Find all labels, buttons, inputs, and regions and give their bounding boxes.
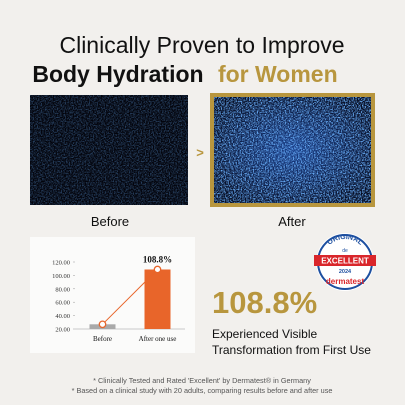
y-tick-label: 20.00 xyxy=(55,327,70,334)
x-tick-label: Before xyxy=(93,335,112,343)
after-texture xyxy=(214,97,371,203)
title-line: Clinically Proven to Improve xyxy=(59,32,344,58)
y-tick-label: 100.00 xyxy=(52,273,70,280)
badge-mark: de xyxy=(342,248,348,254)
before-label: Before xyxy=(91,214,129,229)
y-tick-label: 60.00 xyxy=(55,300,70,307)
before-texture xyxy=(30,95,188,205)
bar xyxy=(144,269,171,329)
badge-label: EXCELLENT xyxy=(321,257,369,266)
x-tick-label: After one use xyxy=(139,335,177,343)
badge-year: 2024 xyxy=(339,269,352,275)
footnote: * Based on a clinical study with 20 adul… xyxy=(72,386,333,395)
result-value: 108.8% xyxy=(212,285,317,320)
y-tick-label: 80.00 xyxy=(55,286,70,293)
arrow: > xyxy=(196,145,204,160)
point xyxy=(98,320,107,329)
title-line: Body Hydration for Women xyxy=(32,61,337,87)
title-part: Body Hydration xyxy=(32,61,203,87)
chart: 20.00 40.00 60.00 80.00 100.00 120.00 Before Af… xyxy=(52,255,185,343)
badge-brand: dermatest xyxy=(326,277,365,286)
y-tick-label: 120.00 xyxy=(52,260,70,267)
result-caption: Transformation from First Use xyxy=(212,343,371,357)
title-highlight: for Women xyxy=(218,61,338,87)
footnote: * Clinically Tested and Rated 'Excellent… xyxy=(93,376,311,385)
value-label: 108.8% xyxy=(143,255,172,265)
y-tick-label: 40.00 xyxy=(55,313,70,320)
trend-line xyxy=(102,269,158,325)
after-label: After xyxy=(278,214,306,229)
result-caption: Experienced Visible xyxy=(212,327,318,341)
point xyxy=(153,265,162,274)
badge-banner xyxy=(314,255,376,266)
